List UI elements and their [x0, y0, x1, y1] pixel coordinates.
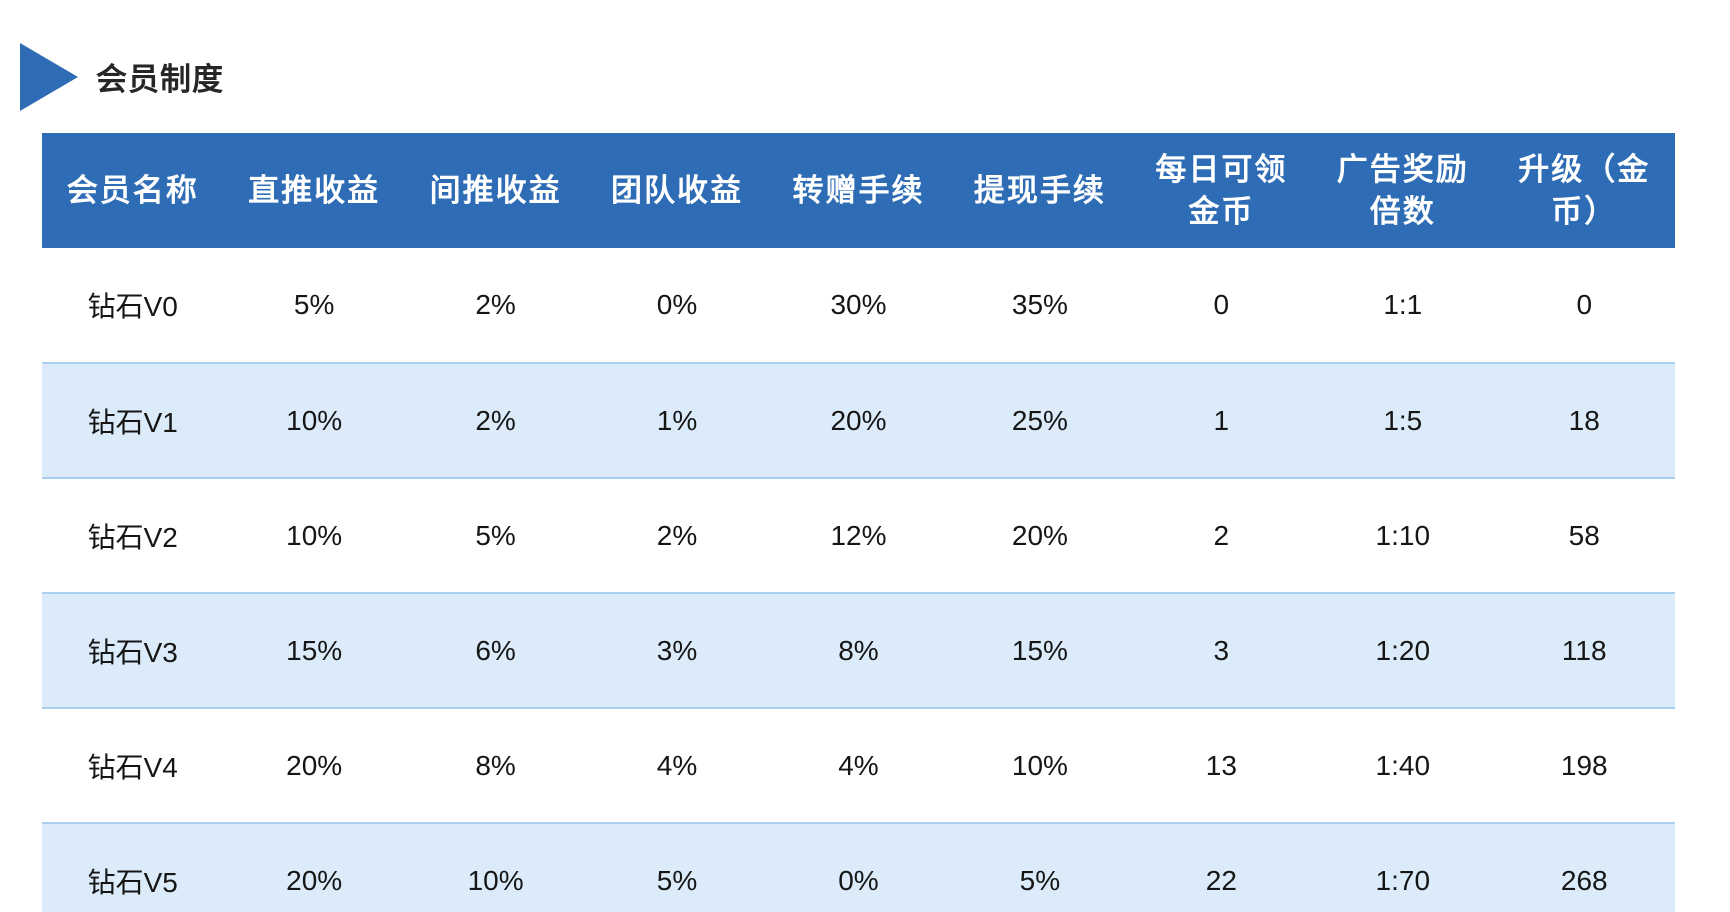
cell-member-name: 钻石V1 — [42, 362, 224, 479]
cell-daily-coins: 3 — [1130, 592, 1313, 709]
cell-ad-multiplier: 1:5 — [1312, 362, 1494, 479]
cell-direct-revenue: 15% — [223, 592, 405, 709]
cell-team-revenue: 5% — [586, 822, 768, 912]
table-row: 钻石V0 5% 2% 0% 30% 35% 0 1:1 0 — [42, 248, 1675, 363]
table-row: 钻石V5 20% 10% 5% 0% 5% 22 1:70 268 — [42, 822, 1675, 912]
table-row: 钻石V3 15% 6% 3% 8% 15% 3 1:20 118 — [42, 592, 1675, 709]
cell-upgrade-cost: 18 — [1493, 362, 1675, 479]
cell-indirect-revenue: 5% — [404, 478, 587, 593]
column-header-label: 间推收益 — [429, 172, 562, 208]
cell-withdraw-fee: 15% — [949, 592, 1131, 709]
cell-direct-revenue: 5% — [223, 248, 405, 363]
cell-member-name: 钻石V3 — [42, 592, 224, 709]
column-header-transfer-fee: 转赠手续 — [767, 133, 950, 248]
cell-withdraw-fee: 20% — [949, 478, 1131, 593]
cell-indirect-revenue: 8% — [404, 708, 587, 823]
cell-member-name: 钻石V5 — [42, 822, 224, 912]
cell-upgrade-cost: 58 — [1493, 478, 1675, 593]
cell-daily-coins: 1 — [1130, 362, 1313, 479]
column-header-withdraw-fee: 提现手续 — [949, 133, 1131, 248]
triangle-marker-icon — [20, 42, 78, 111]
section-title: 会员制度 — [0, 0, 1730, 111]
cell-ad-multiplier: 1:20 — [1312, 592, 1494, 709]
cell-team-revenue: 2% — [586, 478, 768, 593]
cell-transfer-fee: 0% — [767, 822, 950, 912]
cell-member-name: 钻石V2 — [42, 478, 224, 593]
cell-upgrade-cost: 118 — [1493, 592, 1675, 709]
cell-indirect-revenue: 6% — [404, 592, 587, 709]
cell-upgrade-cost: 268 — [1493, 822, 1675, 912]
cell-direct-revenue: 10% — [223, 362, 405, 479]
cell-daily-coins: 2 — [1130, 478, 1313, 593]
column-header-upgrade-cost: 升级（金币） — [1493, 133, 1675, 248]
cell-ad-multiplier: 1:1 — [1312, 248, 1494, 363]
column-header-label: 会员名称 — [66, 172, 199, 208]
cell-ad-multiplier: 1:40 — [1312, 708, 1494, 823]
cell-transfer-fee: 20% — [767, 362, 950, 479]
cell-daily-coins: 22 — [1130, 822, 1313, 912]
table-row: 钻石V4 20% 8% 4% 4% 10% 13 1:40 198 — [42, 708, 1675, 823]
cell-member-name: 钻石V4 — [42, 708, 224, 823]
table-row: 钻石V2 10% 5% 2% 12% 20% 2 1:10 58 — [42, 478, 1675, 593]
column-header-direct-revenue: 直推收益 — [223, 133, 405, 248]
cell-ad-multiplier: 1:10 — [1312, 478, 1494, 593]
cell-direct-revenue: 20% — [223, 822, 405, 912]
column-header-daily-coins: 每日可领金币 — [1130, 133, 1313, 248]
cell-daily-coins: 0 — [1130, 248, 1313, 363]
cell-member-name: 钻石V0 — [42, 248, 224, 363]
cell-withdraw-fee: 5% — [949, 822, 1131, 912]
cell-withdraw-fee: 25% — [949, 362, 1131, 479]
column-header-label: 每日可领金币 — [1155, 151, 1288, 229]
cell-transfer-fee: 4% — [767, 708, 950, 823]
column-header-label: 团队收益 — [611, 172, 744, 208]
column-header-indirect-revenue: 间推收益 — [404, 133, 587, 248]
table-header-row: 会员名称 直推收益 间推收益 团队收益 转赠手续 提现手续 每日可领金币 广告奖… — [42, 133, 1675, 248]
cell-transfer-fee: 12% — [767, 478, 950, 593]
cell-indirect-revenue: 10% — [404, 822, 587, 912]
cell-team-revenue: 1% — [586, 362, 768, 479]
table-row: 钻石V1 10% 2% 1% 20% 25% 1 1:5 18 — [42, 362, 1675, 479]
cell-direct-revenue: 10% — [223, 478, 405, 593]
membership-table: 会员名称 直推收益 间推收益 团队收益 转赠手续 提现手续 每日可领金币 广告奖… — [42, 133, 1675, 912]
cell-indirect-revenue: 2% — [404, 362, 587, 479]
cell-direct-revenue: 20% — [223, 708, 405, 823]
column-header-label: 升级（金币） — [1518, 151, 1651, 229]
cell-upgrade-cost: 198 — [1493, 708, 1675, 823]
column-header-ad-multiplier: 广告奖励倍数 — [1312, 133, 1494, 248]
cell-withdraw-fee: 10% — [949, 708, 1131, 823]
cell-withdraw-fee: 35% — [949, 248, 1131, 363]
column-header-label: 广告奖励倍数 — [1336, 151, 1469, 229]
column-header-member-name: 会员名称 — [42, 133, 224, 248]
cell-transfer-fee: 30% — [767, 248, 950, 363]
column-header-team-revenue: 团队收益 — [586, 133, 768, 248]
cell-team-revenue: 4% — [586, 708, 768, 823]
cell-daily-coins: 13 — [1130, 708, 1313, 823]
column-header-label: 直推收益 — [248, 172, 381, 208]
page-title: 会员制度 — [96, 62, 224, 97]
column-header-label: 提现手续 — [973, 172, 1106, 208]
cell-indirect-revenue: 2% — [404, 248, 587, 363]
cell-ad-multiplier: 1:70 — [1312, 822, 1494, 912]
cell-transfer-fee: 8% — [767, 592, 950, 709]
cell-team-revenue: 3% — [586, 592, 768, 709]
cell-upgrade-cost: 0 — [1493, 248, 1675, 363]
column-header-label: 转赠手续 — [792, 172, 925, 208]
cell-team-revenue: 0% — [586, 248, 768, 363]
